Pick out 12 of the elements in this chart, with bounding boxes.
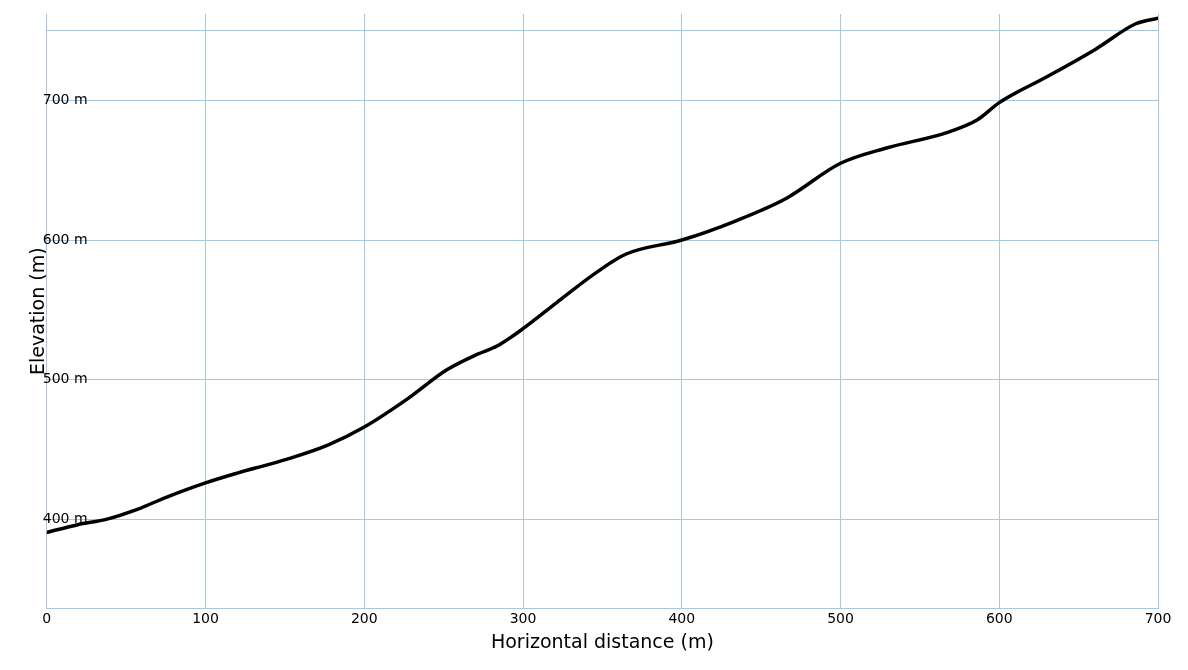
x-tick-label: 300 [509,610,537,627]
x-tick-label: 200 [350,610,378,627]
y-tick-label: 600 m [42,230,88,247]
x-axis-title: Horizontal distance (m) [490,629,714,652]
x-tick-label: 0 [42,610,52,627]
x-tick-label: 500 [827,610,854,627]
x-tick-label: 400 [668,610,696,627]
x-tick-label: 100 [192,610,219,627]
y-tick-label: 700 m [42,91,88,108]
y-tick-label: 400 m [42,509,88,526]
x-tick-label: 700 [1144,610,1172,627]
x-tick-label: 600 [985,610,1013,627]
